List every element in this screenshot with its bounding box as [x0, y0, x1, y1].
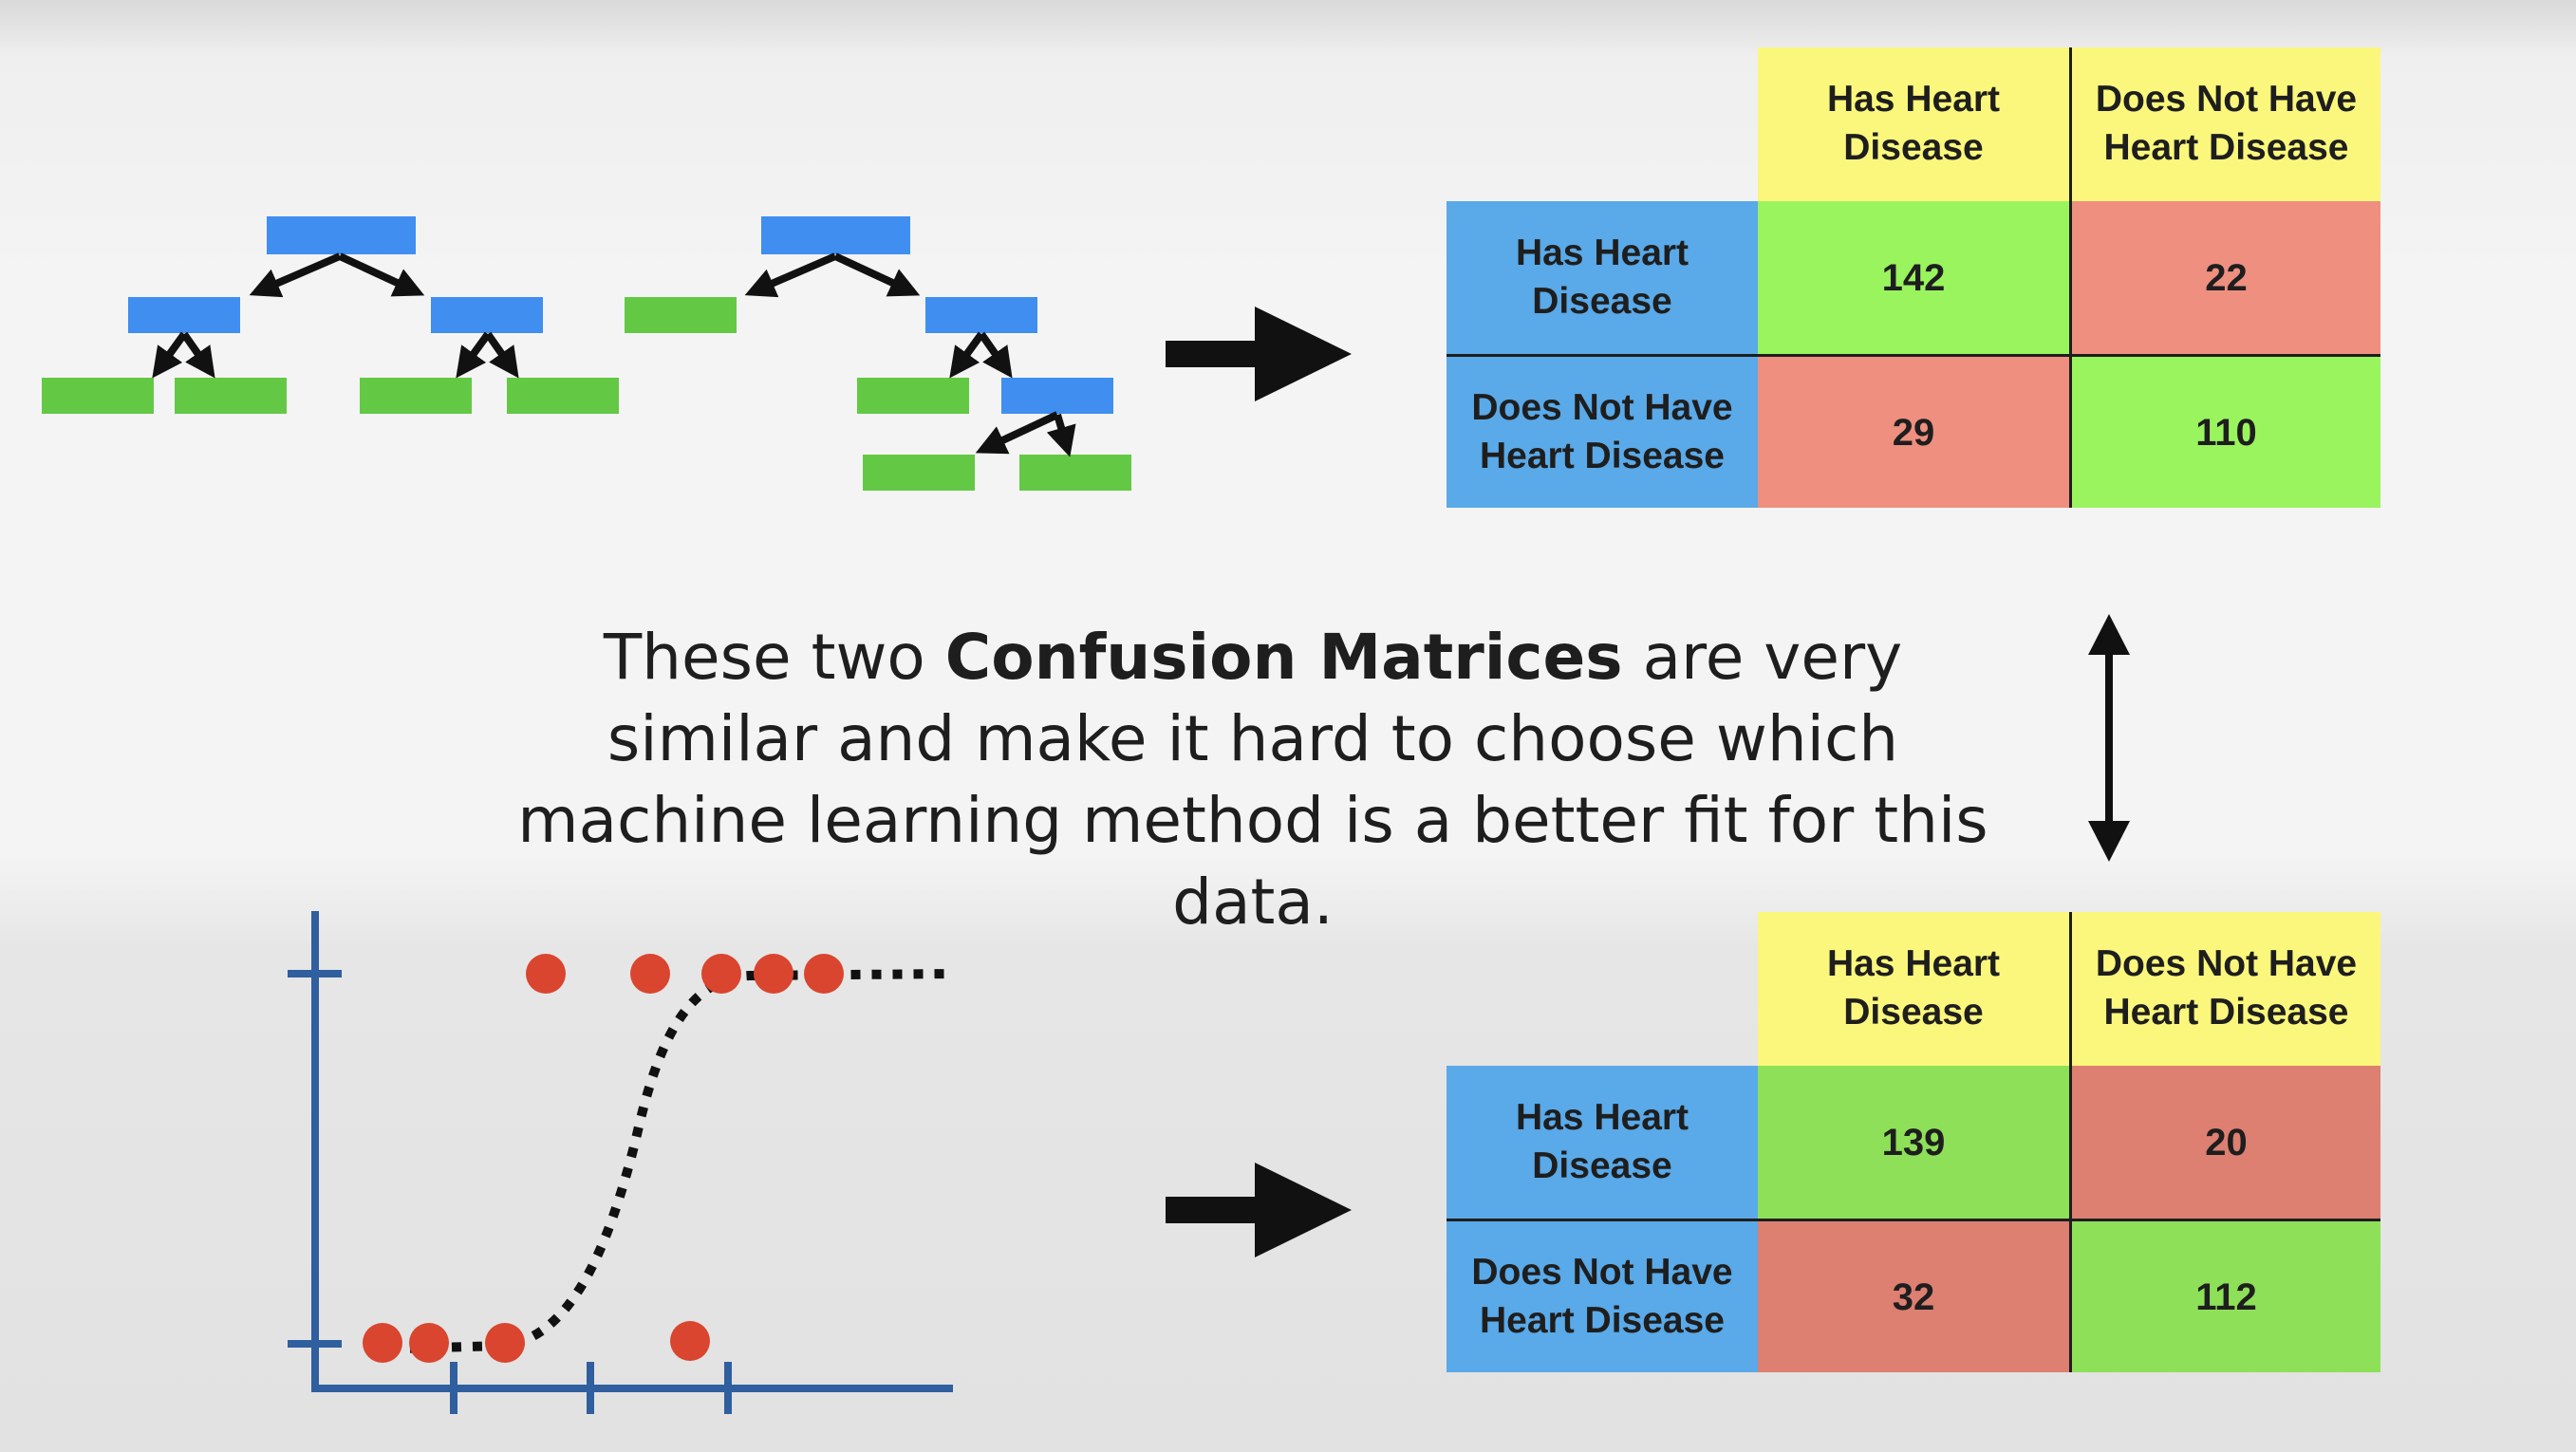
- caption-part: These two: [603, 621, 945, 694]
- confusion-matrix-top: Has Heart Disease Does Not Have Heart Di…: [1447, 47, 2380, 508]
- row-header-has-heart-disease: Has Heart Disease: [1447, 201, 1758, 354]
- row-header-has-heart-disease: Has Heart Disease: [1447, 1066, 1758, 1219]
- matrix-corner: [1447, 47, 1758, 201]
- col-header-has-heart-disease: Has Heart Disease: [1758, 47, 2069, 201]
- random-forest-icon: [625, 216, 1131, 491]
- row-header-does-not-have-heart-disease: Does Not Have Heart Disease: [1447, 1219, 1758, 1372]
- col-header-has-heart-disease: Has Heart Disease: [1758, 912, 2069, 1066]
- logistic-regression-plot-icon: [288, 911, 954, 1414]
- right-arrow-icon: [1166, 1163, 1352, 1257]
- matrix-cell-false-positive: 32: [1758, 1219, 2069, 1372]
- caption-emphasis: Confusion Matrices: [944, 621, 1623, 694]
- matrix-cell-true-negative: 112: [2069, 1219, 2380, 1372]
- matrix-cell-true-positive: 142: [1758, 201, 2069, 354]
- col-header-does-not-have-heart-disease: Does Not Have Heart Disease: [2069, 47, 2380, 201]
- caption-text: These two Confusion Matrices are very si…: [494, 617, 2012, 943]
- matrix-cell-false-negative: 22: [2069, 201, 2380, 354]
- right-arrow-icon: [1166, 307, 1352, 401]
- row-header-does-not-have-heart-disease: Does Not Have Heart Disease: [1447, 354, 1758, 508]
- double-vertical-arrow-icon: [2088, 614, 2130, 862]
- matrix-cell-false-positive: 29: [1758, 354, 2069, 508]
- col-header-does-not-have-heart-disease: Does Not Have Heart Disease: [2069, 912, 2380, 1066]
- caption-part: are very similar and make it hard to cho…: [517, 621, 1988, 939]
- matrix-cell-true-positive: 139: [1758, 1066, 2069, 1219]
- matrix-corner: [1447, 912, 1758, 1066]
- matrix-cell-true-negative: 110: [2069, 354, 2380, 508]
- matrix-cell-false-negative: 20: [2069, 1066, 2380, 1219]
- confusion-matrix-bottom: Has Heart Disease Does Not Have Heart Di…: [1447, 912, 2380, 1372]
- decision-tree-icon: [42, 216, 619, 414]
